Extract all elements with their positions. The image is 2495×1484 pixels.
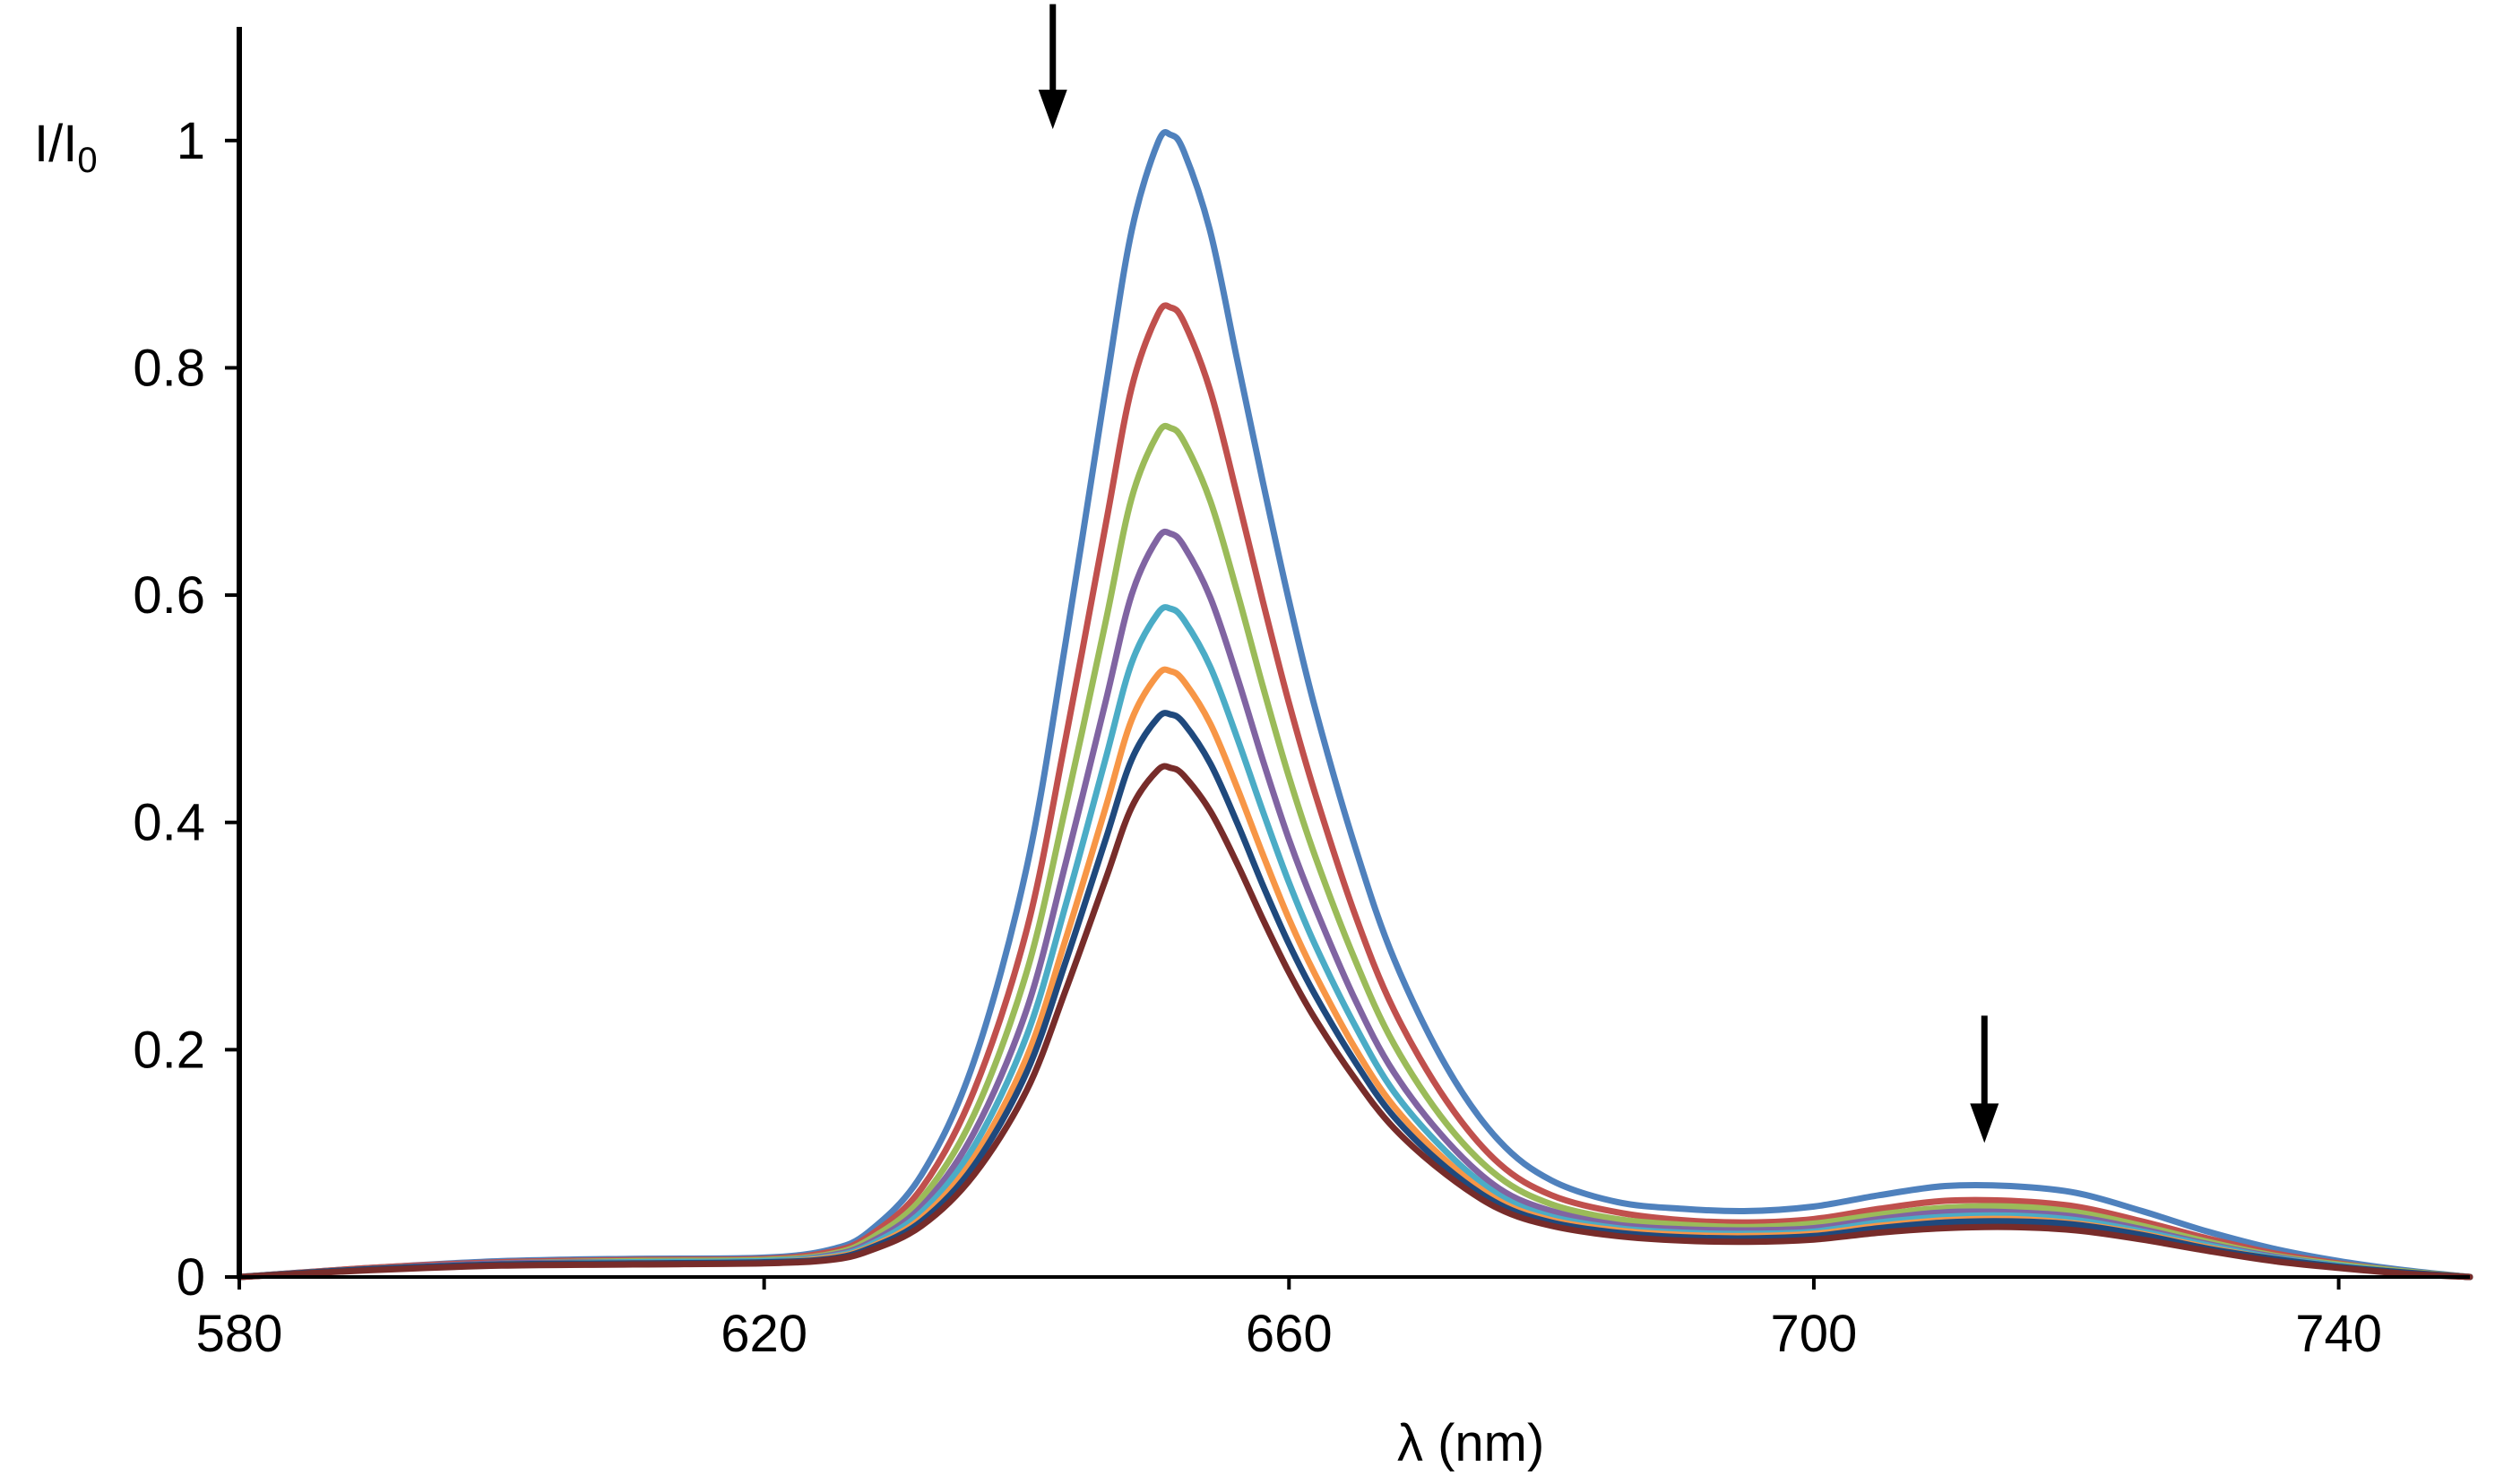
x-tick-label: 660 [1246,1305,1333,1363]
y-axis-title: I/I0 [34,115,98,180]
y-axis-title-main: I/I [34,115,77,173]
y-axis-title-subscript: 0 [77,141,97,180]
arrows-layer [1038,4,1999,1143]
series-line-1 [236,129,2473,1281]
annotation-arrow-head-1 [1038,90,1067,130]
x-tick-label: 620 [721,1305,807,1363]
y-tick-label: 0.8 [133,339,205,397]
x-tick-label: 580 [196,1305,283,1363]
axes-layer [237,27,2470,1279]
ticks-layer: 0 0.2 0.4 0.6 0.8 1 580 620 660 700 740 [133,112,2382,1363]
y-tick-label: 1 [177,112,205,170]
annotation-arrow-head-2 [1970,1103,1999,1143]
series-line-6 [236,666,2473,1281]
series-line-5 [236,604,2473,1281]
series-layer [236,129,2473,1281]
y-tick-label: 0.2 [133,1021,205,1079]
series-line-2 [236,302,2473,1281]
x-axis-title: λ (nm) [1397,1414,1544,1472]
x-tick-label: 700 [1771,1305,1858,1363]
y-tick-label: 0.4 [133,794,205,852]
y-tick-label: 0 [177,1248,205,1307]
series-line-8 [236,763,2473,1281]
x-tick-label: 740 [2295,1305,2382,1363]
y-tick-label: 0.6 [133,566,205,625]
